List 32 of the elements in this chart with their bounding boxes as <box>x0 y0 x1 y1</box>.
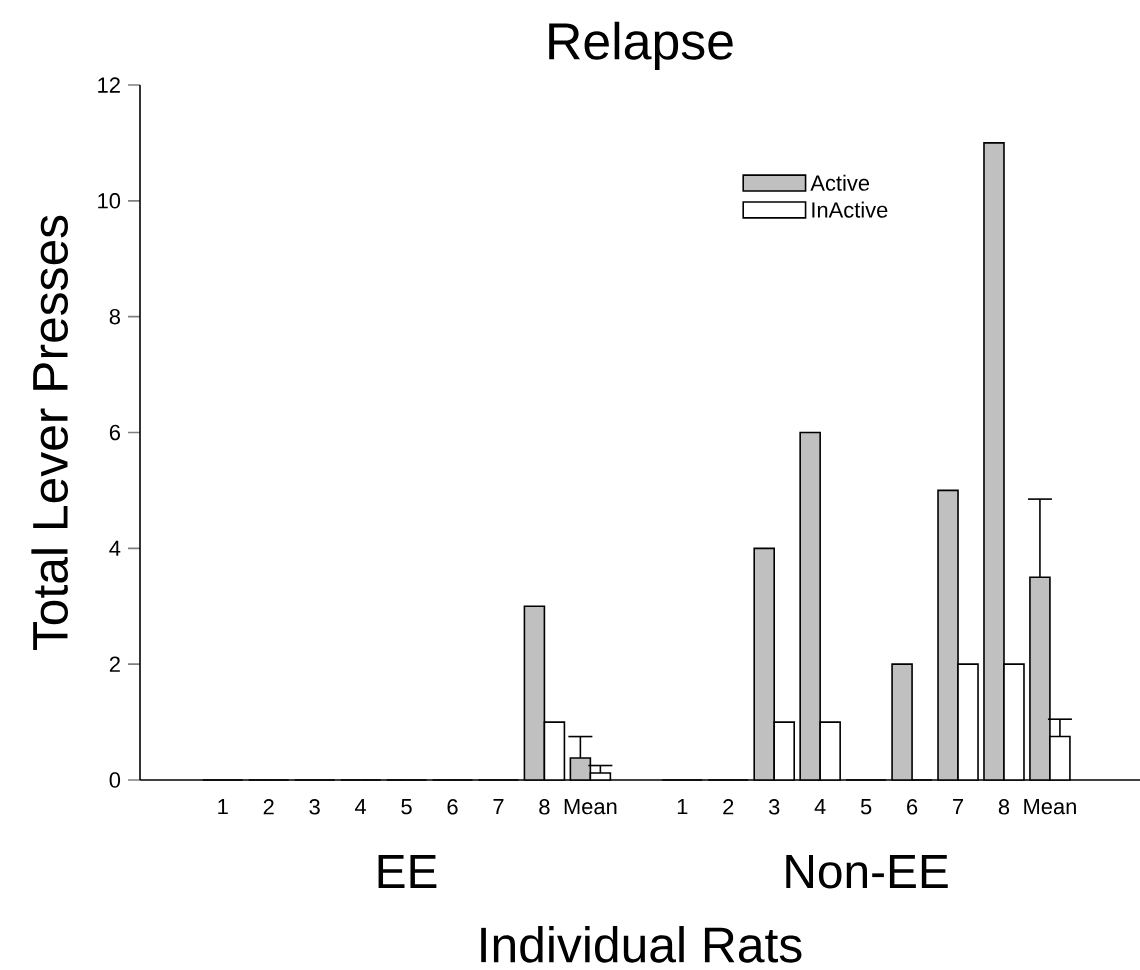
y-tick-label: 8 <box>109 308 120 325</box>
text: Non-EE <box>786 855 948 889</box>
y-tick-label: 0 <box>109 772 121 788</box>
chart-title: Relapse <box>549 21 733 70</box>
x-tick-label: 6 <box>907 799 918 815</box>
x-tick-label: 1 <box>218 799 228 815</box>
x-tick-label: 3 <box>768 799 780 815</box>
x-tick-label: 5 <box>860 799 872 815</box>
x-tick-label: 6 <box>447 799 458 815</box>
y-tick-label: 6 <box>109 424 120 441</box>
x-tick-label: Mean <box>564 799 617 815</box>
legend-label: InActive <box>812 201 888 218</box>
x-tick-label: 3 <box>309 799 320 815</box>
text: EE <box>378 855 437 888</box>
x-tick-label: 8 <box>998 799 1010 815</box>
y-tick-label: 4 <box>109 540 121 556</box>
y-tick-label: 12 <box>98 77 120 93</box>
y-tick-label: 2 <box>109 656 120 672</box>
x-tick-label: 2 <box>263 799 274 815</box>
x-tick-label: Mean <box>1024 799 1076 815</box>
x-tick-label: 2 <box>723 799 734 815</box>
x-tick-label: 7 <box>493 799 504 815</box>
y-axis-title: Total Lever Presses <box>31 215 68 651</box>
x-tick-label: 8 <box>539 799 550 815</box>
y-tick-label: 10 <box>98 193 121 209</box>
x-tick-label: 4 <box>814 799 826 815</box>
x-axis-title: Individual Rats <box>481 926 802 963</box>
x-tick-label: 4 <box>355 799 367 815</box>
x-tick-label: 5 <box>401 799 412 815</box>
legend-label: Active <box>810 174 870 191</box>
x-tick-label: 7 <box>953 799 964 815</box>
x-tick-label: 1 <box>677 799 688 815</box>
